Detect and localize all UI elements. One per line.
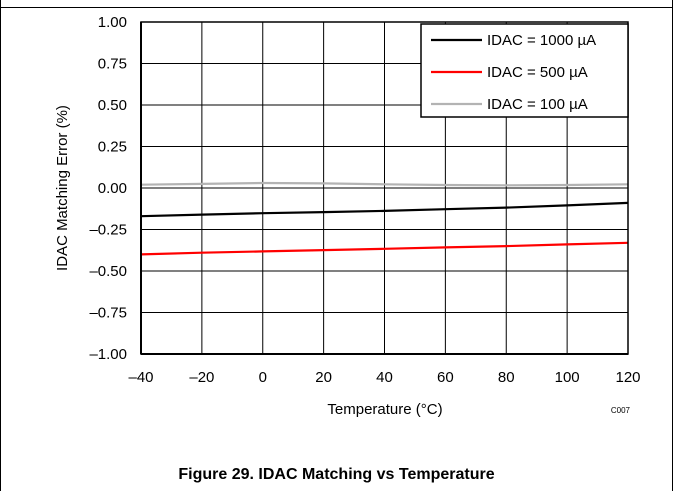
y-tick-label: 0.75	[98, 56, 127, 73]
y-tick-label: –0.25	[89, 222, 127, 239]
legend-label: IDAC = 100 µA	[487, 96, 588, 113]
series-line	[140, 201, 629, 218]
legend: IDAC = 1000 µA IDAC = 500 µA IDAC = 100 µA	[420, 23, 629, 118]
x-tick-label: 60	[437, 369, 454, 386]
x-tick-label: 100	[555, 369, 580, 386]
x-tick-label: 120	[615, 369, 640, 386]
x-tick-label: –20	[189, 369, 214, 386]
chart-code: C007	[611, 406, 631, 415]
legend-label: IDAC = 500 µA	[487, 64, 588, 81]
x-axis-label: Temperature (°C)	[327, 401, 442, 418]
y-tick-label: 0.00	[98, 180, 127, 197]
x-tick-label: –40	[128, 369, 153, 386]
y-tick-label: –0.50	[89, 263, 127, 280]
axes	[140, 21, 629, 355]
x-tick-label: 0	[259, 369, 267, 386]
x-tick-label: 20	[315, 369, 332, 386]
y-axis-label: IDAC Matching Error (%)	[54, 105, 71, 271]
y-tick-label: 1.00	[98, 14, 127, 31]
y-tick-label: –1.00	[89, 346, 127, 363]
y-tick-label: 0.50	[98, 97, 127, 114]
legend-label: IDAC = 1000 µA	[487, 32, 596, 49]
series-line	[140, 241, 629, 256]
tick-labels: –40 –20 0 20 40 60 80 100 120 1.00 0.75 0.50 0.25 0.0…	[89, 14, 640, 386]
x-tick-label: 80	[498, 369, 515, 386]
figure-caption: Figure 29. IDAC Matching vs Temperature	[178, 466, 495, 483]
y-tick-label: –0.75	[89, 305, 127, 322]
y-tick-label: 0.25	[98, 139, 127, 156]
x-tick-label: 40	[376, 369, 393, 386]
series-lines	[140, 181, 629, 256]
series-line	[140, 181, 629, 187]
